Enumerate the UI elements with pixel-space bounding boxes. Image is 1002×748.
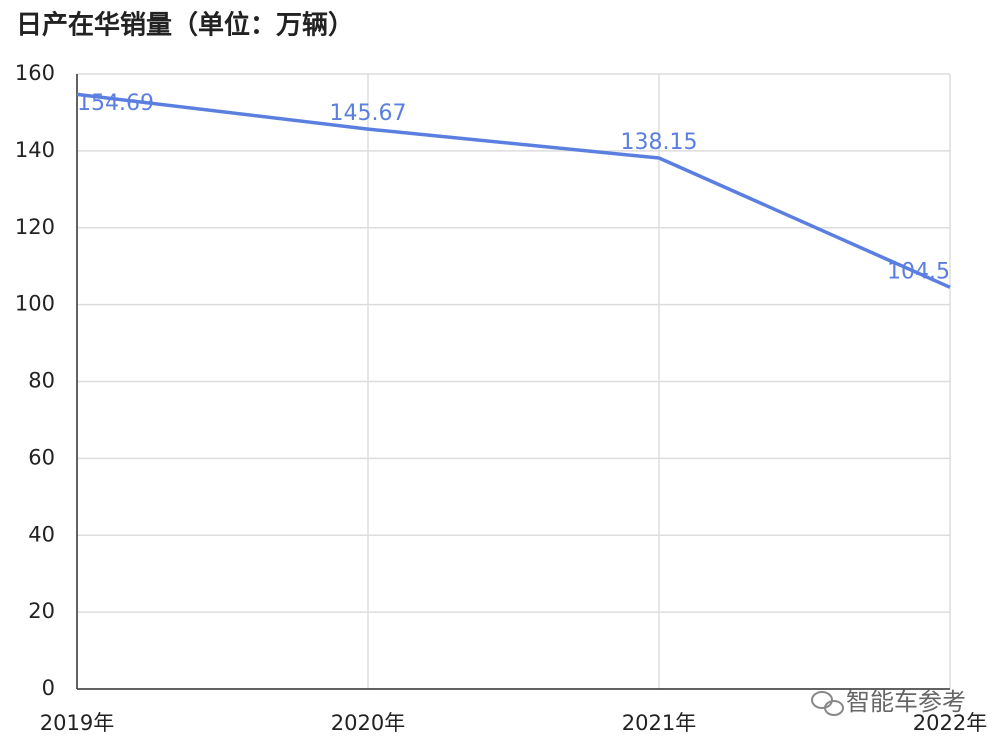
watermark: 智能车参考: [846, 688, 966, 716]
y-tick-label: 40: [28, 522, 55, 546]
y-tick-label: 120: [15, 215, 55, 239]
x-tick-label: 2021年: [622, 711, 696, 735]
y-tick-label: 160: [15, 61, 55, 85]
y-tick-label: 0: [42, 676, 55, 700]
y-tick-label: 60: [28, 445, 55, 469]
line: [76, 92, 951, 289]
y-tick-label: 80: [28, 369, 55, 393]
chart-title: 日产在华销量（单位：万辆）: [16, 10, 354, 41]
x-tick-label: 2019年: [40, 711, 114, 735]
watermark-icon: [811, 691, 844, 716]
data-label: 104.5: [887, 259, 950, 284]
data-label: 154.69: [77, 91, 154, 116]
data-label: 138.15: [621, 130, 698, 155]
data-label: 145.67: [330, 101, 407, 126]
x-tick-label: 2022年: [913, 711, 987, 735]
y-tick-label: 140: [15, 138, 55, 162]
y-tick-label: 20: [28, 599, 55, 623]
x-tick-label: 2020年: [331, 711, 405, 735]
y-tick-label: 100: [15, 292, 55, 316]
